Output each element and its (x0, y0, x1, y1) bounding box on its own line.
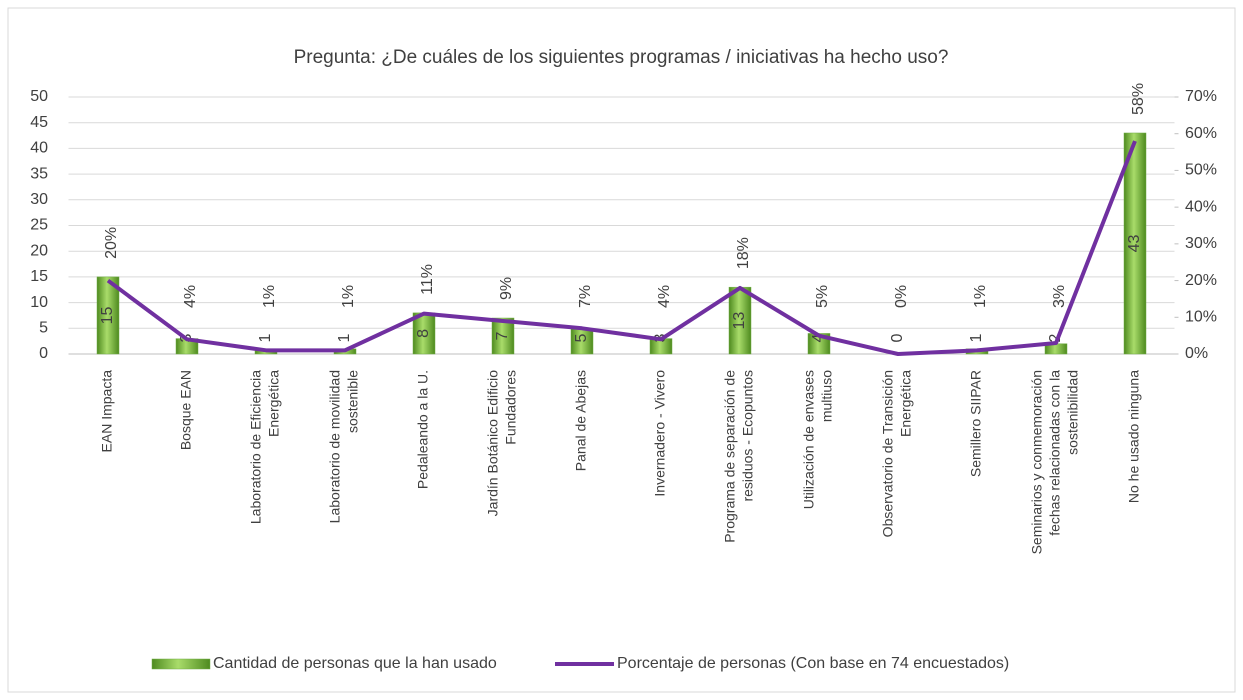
bar-value-label: 15 (99, 306, 116, 324)
line-value-label: 11% (419, 264, 436, 295)
x-tick-label: Panal de Abejas (573, 370, 589, 471)
x-tick-label: sostenible (345, 370, 361, 433)
bar-value-label: 8 (415, 329, 432, 338)
bar-value-label: 4 (810, 333, 827, 342)
x-tick-label: residuos - Ecopuntos (740, 370, 756, 502)
line-value-label: 1% (340, 285, 357, 308)
line-value-label: 1% (972, 285, 989, 308)
bar-value-label: 13 (731, 312, 748, 330)
line-value-label: 18% (735, 237, 752, 269)
x-tick-label: Laboratorio de Eficiencia (248, 370, 264, 524)
line-value-label: 20% (103, 227, 120, 259)
bar-value-label: 1 (257, 333, 274, 342)
y2-tick-label: 0% (1185, 345, 1208, 362)
bar-value-label: 2 (1047, 333, 1064, 342)
line-value-label: 0% (893, 285, 910, 308)
x-tick-label: No he usado ninguna (1126, 370, 1142, 503)
x-tick-label: Laboratorio de movilidad (327, 370, 343, 523)
line-value-label: 58% (1130, 83, 1147, 115)
line-value-label: 1% (261, 285, 278, 308)
x-tick-label: EAN Impacta (99, 370, 115, 453)
bar (96, 276, 120, 355)
y2-tick-label: 30% (1185, 235, 1217, 252)
chart-border (7, 7, 1236, 693)
x-tick-label: Energética (898, 370, 914, 437)
x-tick-label: Jardín Botánico Edificio (485, 370, 501, 517)
legend-swatch (151, 658, 211, 670)
y-tick-label: 5 (39, 320, 48, 337)
x-tick-label: Seminarios y conmemoración (1029, 370, 1045, 554)
x-tick-label: sostenibilidad (1065, 370, 1081, 455)
y2-tick-label: 50% (1185, 162, 1217, 179)
y-tick-label: 50 (30, 88, 48, 105)
bar-value-label: 1 (336, 333, 353, 342)
y2-tick-label: 40% (1185, 198, 1217, 215)
y-tick-label: 20 (30, 242, 48, 259)
y2-tick-label: 10% (1185, 309, 1217, 326)
y-tick-label: 30 (30, 191, 48, 208)
y2-tick-label: 70% (1185, 88, 1217, 105)
x-tick-label: Invernadero - Vivero (652, 370, 668, 497)
y-tick-label: 35 (30, 165, 48, 182)
y-tick-label: 40 (30, 140, 48, 157)
bar (1123, 132, 1147, 355)
y-tick-label: 15 (30, 268, 48, 285)
line-value-label: 7% (577, 285, 594, 308)
x-tick-label: Observatorio de Transición (880, 370, 896, 537)
y2-tick-label: 60% (1185, 125, 1217, 142)
line-value-label: 9% (498, 277, 515, 300)
bar-value-label: 43 (1126, 234, 1143, 252)
line-value-label: 3% (1051, 285, 1068, 308)
y-tick-label: 25 (30, 217, 48, 234)
line-value-label: 4% (656, 285, 673, 308)
x-tick-label: multiuso (819, 370, 835, 422)
x-tick-label: Semillero SIIPAR (968, 370, 984, 477)
chart-title: Pregunta: ¿De cuáles de los siguientes p… (294, 47, 949, 68)
bar-value-label: 0 (889, 333, 906, 342)
x-tick-label: Energética (266, 370, 282, 437)
y-tick-label: 0 (39, 345, 48, 362)
x-tick-label: Programa de separación de (722, 370, 738, 543)
x-tick-label: fechas relacionadas con la (1047, 370, 1063, 536)
y-tick-label: 45 (30, 114, 48, 131)
line-value-label: 4% (182, 285, 199, 308)
bar-value-label: 7 (494, 331, 511, 340)
legend-label: Cantidad de personas que la han usado (213, 655, 497, 672)
y2-tick-label: 20% (1185, 272, 1217, 289)
bar-value-label: 5 (573, 333, 590, 342)
line (106, 140, 1137, 356)
x-tick-label: Pedaleando a la U. (415, 370, 431, 489)
line-value-label: 5% (814, 285, 831, 308)
bar-value-label: 1 (968, 333, 985, 342)
x-tick-label: Fundadores (503, 370, 519, 445)
x-tick-label: Bosque EAN (178, 370, 194, 450)
x-tick-label: Utilización de envases (801, 370, 817, 509)
legend-label: Porcentaje de personas (Con base en 74 e… (617, 655, 1009, 672)
y-tick-label: 10 (30, 294, 48, 311)
bar (491, 317, 515, 355)
